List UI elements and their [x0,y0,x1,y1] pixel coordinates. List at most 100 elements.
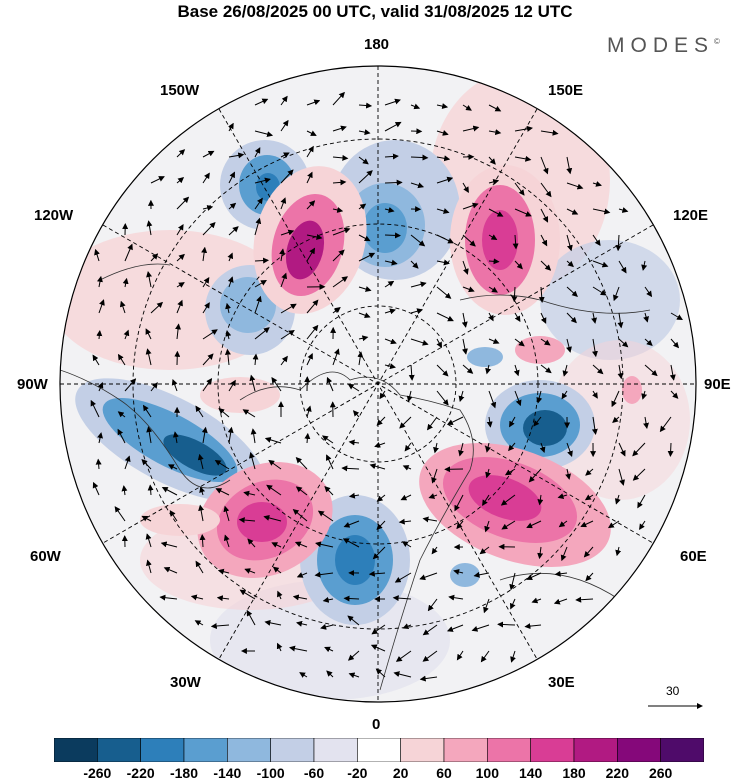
wind-arrow [97,275,103,288]
wind-arrow [462,104,472,111]
wind-arrow [501,520,516,530]
anomaly-low-4 [75,378,265,502]
colorbar-segment [183,738,228,762]
wind-arrow [566,442,573,458]
wind-arrow [566,286,578,297]
wind-arrow [325,454,334,470]
wind-arrow [268,459,282,470]
colorbar-segment [443,738,488,762]
colorbar-segment [357,738,401,762]
wind-arrow [433,442,439,454]
wind-arrow [431,546,438,555]
wind-arrow [223,505,230,522]
brand-logo: MODES© [607,34,720,58]
wind-arrow [611,390,620,408]
wind-arrow [431,468,438,484]
wind-arrow [436,176,454,184]
wind-arrow [306,171,313,184]
wind-arrow [97,432,103,444]
colorbar-tick-label: -260 [83,765,112,781]
colorbar-tick-label: 20 [392,765,409,781]
wind-arrow [141,515,152,522]
wind-arrow [592,338,598,358]
wind-arrow [306,200,316,210]
wind-arrow [114,506,126,522]
wind-arrow [384,338,397,345]
wind-arrow [254,217,262,236]
wind-arrow [558,520,568,528]
wind-arrow [352,410,360,418]
wind-arrow [406,390,413,403]
wind-arrow [540,338,551,346]
colorbar-tick-label: 180 [562,765,586,781]
wind-arrow [321,435,334,444]
wind-arrow [540,312,547,324]
wind-arrow [436,312,454,322]
wind-arrow [254,177,271,184]
wind-arrow [358,203,367,210]
wind-arrow [280,229,295,236]
wind-arrow [280,329,295,340]
wind-arrow [613,286,620,302]
wind-arrow [540,364,552,374]
wind-arrow [142,404,152,418]
wind-arrow [514,182,525,196]
wind-arrow [618,260,627,274]
lon-label-120w: 120W [34,207,74,224]
wind-arrow [540,156,549,175]
wind-arrow [395,650,412,662]
wind-arrow [145,348,152,366]
wind-arrow [384,363,396,370]
wind-arrow [488,338,500,344]
wind-arrow [124,455,131,470]
wind-arrow [512,234,519,250]
wind-arrow [280,152,290,158]
wind-arrow [299,672,308,678]
wind-arrow [294,541,308,548]
wind-arrow [146,271,152,288]
anomaly-high-2 [450,165,560,315]
wind-arrow [228,122,234,132]
wind-arrow [592,234,601,247]
colorbar-segment [660,738,704,762]
wind-arrow [343,520,360,528]
wind-arrow [462,234,476,247]
wind-arrow [347,383,360,392]
wind-arrow [264,436,282,444]
wind-arrow [97,381,104,392]
wind-arrow [488,234,498,241]
wind-arrow [436,286,452,299]
colorbar-segment [54,738,98,762]
wind-arrow [384,153,399,160]
wind-arrow [176,196,190,210]
wind-arrow [171,378,178,392]
wind-arrow [176,149,186,158]
wind-arrow [384,280,395,288]
wind-arrow [526,572,542,580]
wind-arrow [644,338,653,346]
wind-arrow [471,624,490,632]
wind-arrow [461,312,468,328]
wind-arrow [384,121,402,132]
wind-arrow [561,390,568,400]
wind-arrow [306,145,314,158]
wind-arrow [225,330,232,340]
wind-arrow [272,566,282,574]
wind-arrow [509,416,516,428]
lon-label-30e: 30E [548,674,575,691]
colorbar-tick-label: -220 [126,765,155,781]
wind-arrow [202,329,218,340]
wind-arrow [428,493,438,499]
wind-arrow [119,300,126,314]
wind-arrow [483,598,490,614]
wind-arrow [566,338,572,353]
wind-arrow [304,432,311,444]
wind-arrow [462,286,475,293]
wind-arrow [419,675,438,682]
lon-label-150e: 150E [548,82,584,99]
wind-arrow [485,442,491,453]
wind-arrow [394,572,412,583]
wind-arrow [202,172,210,184]
wind-arrow [436,130,449,136]
wind-arrow [557,493,568,499]
